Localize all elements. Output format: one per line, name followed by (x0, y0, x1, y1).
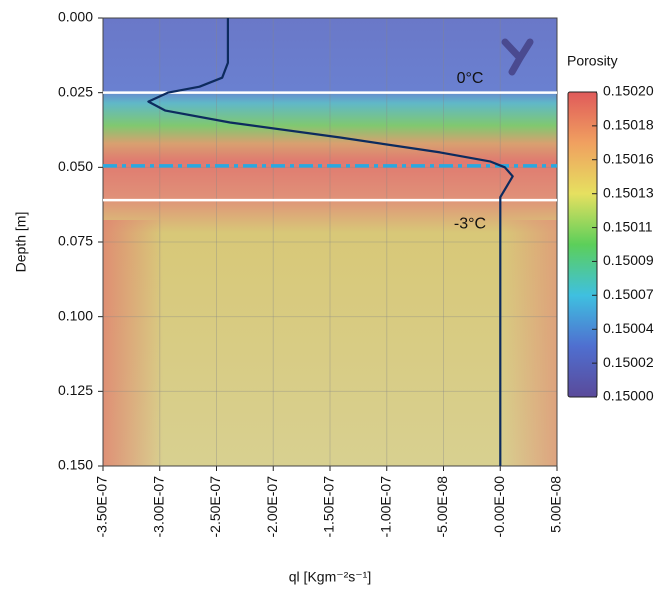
colorbar (567, 91, 598, 398)
colorbar-tick-label: 0.15000 (603, 388, 654, 404)
x-tick-label: -2.50E-07 (207, 476, 223, 538)
colorbar-tick-label: 0.15004 (603, 320, 654, 336)
colorbar-tick-label: 0.15020 (603, 83, 654, 99)
colorbar-tick-label: 0.15013 (603, 184, 654, 200)
colorbar-tick-label: 0.15002 (603, 354, 654, 370)
isotherm-label: -3°C (454, 215, 486, 232)
y-tick-label: 0.050 (58, 158, 93, 174)
y-tick-label: 0.025 (58, 83, 93, 99)
colorbar-tick-label: 0.15009 (603, 252, 654, 268)
y-axis-label: Depth [m] (13, 212, 29, 273)
ql-line (147, 18, 514, 466)
x-tick-label: -1.50E-07 (321, 476, 337, 538)
x-tick-label: 5.00E-08 (548, 476, 564, 533)
y-tick-label: 0.100 (58, 307, 93, 323)
isotherm-label: 0°C (457, 70, 484, 87)
x-tick-label: -0.00E-00 (491, 476, 507, 538)
y-tick-label: 0.000 (58, 9, 93, 25)
y-tick-label: 0.125 (58, 382, 93, 398)
colorbar-tick-label: 0.15018 (603, 117, 654, 133)
x-tick-label: -3.00E-07 (150, 476, 166, 538)
x-tick-label: -3.50E-07 (94, 476, 110, 538)
colorbar-tick-label: 0.15011 (603, 218, 653, 234)
x-tick-label: -5.00E-08 (434, 476, 450, 538)
colorbar-tick-label: 0.15016 (603, 150, 654, 166)
y-tick-label: 0.150 (58, 457, 93, 473)
plot-frame (102, 17, 558, 467)
colorbar-title: Porosity (567, 53, 618, 69)
x-tick-label: -1.00E-07 (377, 476, 393, 538)
y-tick-label: 0.075 (58, 233, 93, 249)
x-axis-label: ql [Kgm⁻²s⁻¹] (289, 569, 371, 585)
colorbar-tick-label: 0.15007 (603, 286, 654, 302)
x-tick-label: -2.00E-07 (264, 476, 280, 538)
